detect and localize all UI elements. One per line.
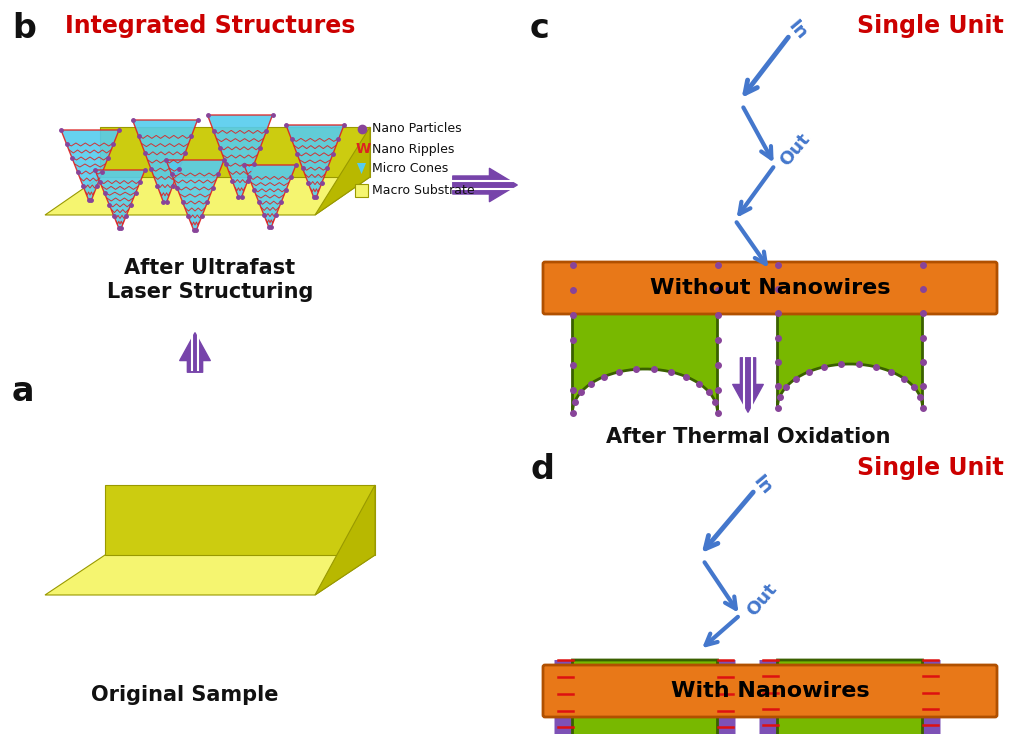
Text: Micro Cones: Micro Cones	[372, 162, 449, 175]
Text: After Thermal Oxidation: After Thermal Oxidation	[606, 427, 890, 447]
FancyArrowPatch shape	[453, 168, 517, 202]
Text: Without Nanowires: Without Nanowires	[650, 278, 890, 298]
Polygon shape	[166, 160, 224, 230]
Text: c: c	[530, 12, 550, 45]
FancyBboxPatch shape	[543, 262, 997, 314]
Polygon shape	[777, 660, 923, 734]
Polygon shape	[572, 660, 718, 734]
FancyBboxPatch shape	[543, 665, 997, 717]
FancyArrowPatch shape	[180, 333, 210, 372]
Polygon shape	[777, 265, 923, 407]
Polygon shape	[61, 130, 119, 200]
Polygon shape	[555, 660, 735, 734]
Polygon shape	[208, 115, 272, 197]
Text: Integrated Structures: Integrated Structures	[65, 14, 355, 38]
Text: In: In	[749, 472, 775, 498]
Text: b: b	[12, 12, 36, 45]
Polygon shape	[357, 163, 366, 174]
Text: Single Unit: Single Unit	[857, 14, 1004, 38]
Polygon shape	[105, 485, 375, 555]
Polygon shape	[95, 170, 145, 228]
Polygon shape	[315, 127, 370, 215]
Text: After Ultrafast
Laser Structuring: After Ultrafast Laser Structuring	[106, 258, 313, 302]
Text: W: W	[356, 142, 372, 156]
Polygon shape	[572, 265, 718, 413]
Text: Macro Substrate: Macro Substrate	[372, 184, 475, 197]
Text: Original Sample: Original Sample	[91, 685, 279, 705]
Text: Out: Out	[776, 130, 814, 170]
Polygon shape	[45, 177, 370, 215]
Text: With Nanowires: With Nanowires	[671, 681, 869, 701]
Text: Nano Particles: Nano Particles	[372, 123, 462, 136]
Text: d: d	[530, 453, 554, 486]
Polygon shape	[100, 127, 370, 177]
Text: a: a	[12, 375, 35, 408]
Polygon shape	[244, 165, 296, 227]
Text: Nano Ripples: Nano Ripples	[372, 142, 455, 156]
Polygon shape	[45, 555, 375, 595]
Polygon shape	[315, 485, 375, 595]
FancyArrowPatch shape	[733, 357, 763, 413]
Text: Out: Out	[743, 580, 780, 619]
Text: In: In	[784, 17, 810, 43]
Text: Single Unit: Single Unit	[857, 456, 1004, 480]
FancyBboxPatch shape	[355, 184, 368, 197]
Polygon shape	[760, 660, 940, 734]
Polygon shape	[132, 120, 198, 202]
Polygon shape	[286, 125, 344, 197]
